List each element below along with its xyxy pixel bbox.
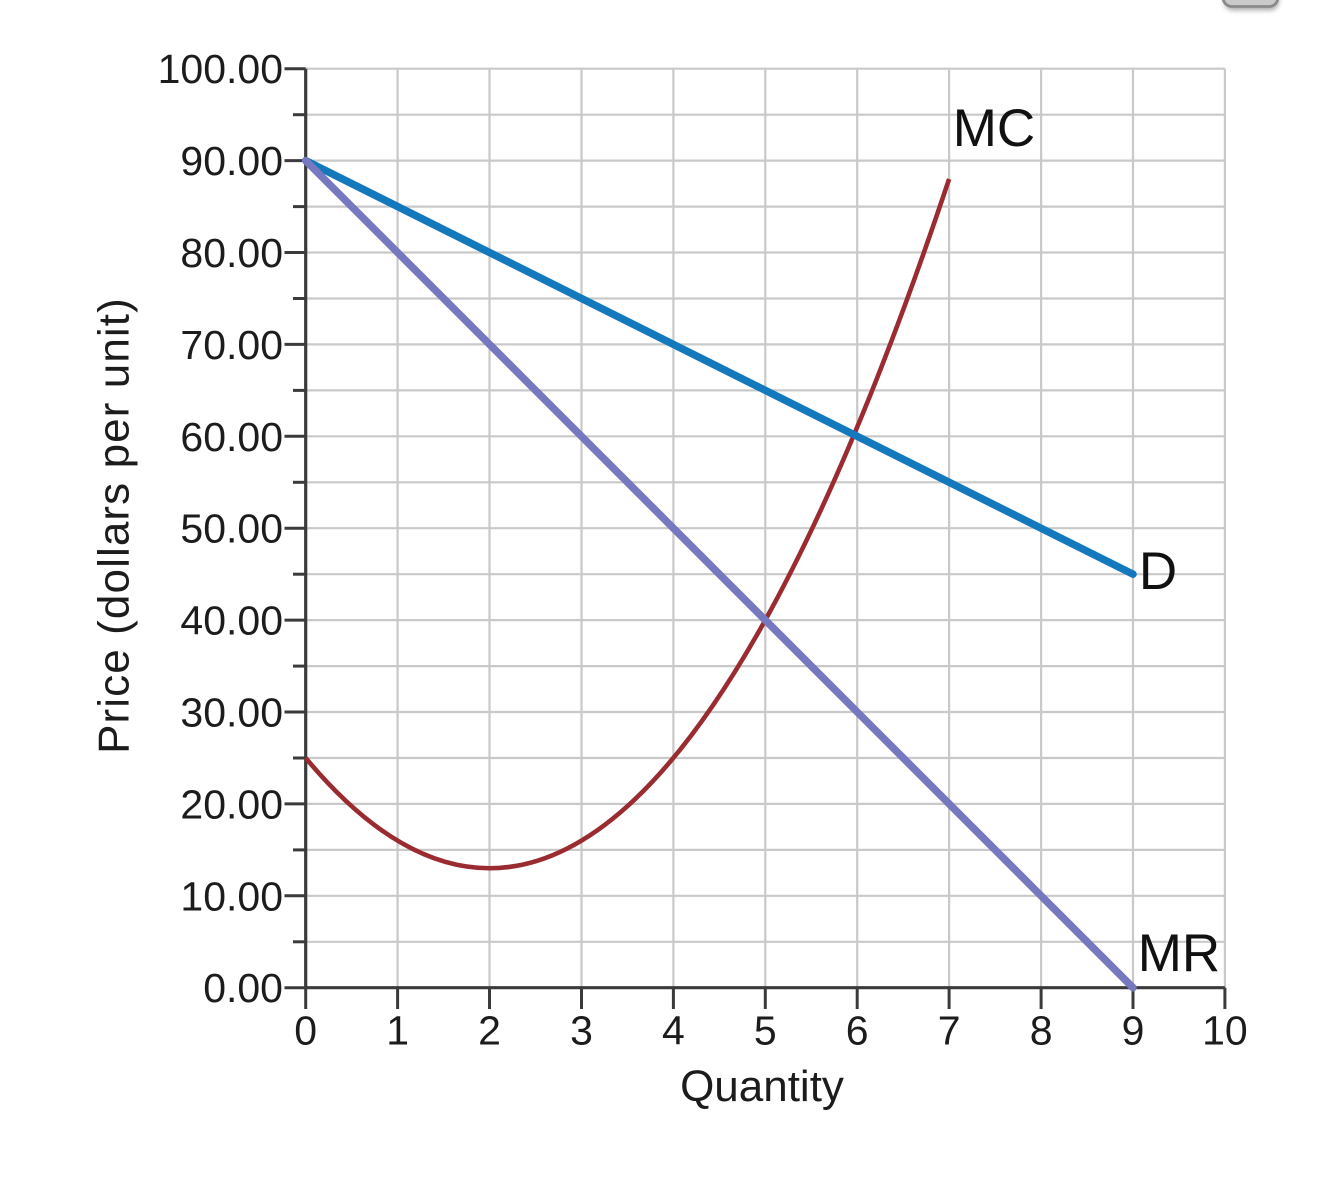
- svg-text:Price (dollars per unit): Price (dollars per unit): [90, 297, 139, 754]
- svg-text:Quantity: Quantity: [680, 1062, 844, 1111]
- svg-text:8: 8: [1030, 1008, 1053, 1054]
- svg-text:9: 9: [1122, 1008, 1145, 1054]
- svg-text:5: 5: [754, 1008, 777, 1054]
- svg-text:50.00: 50.00: [180, 506, 283, 552]
- svg-text:70.00: 70.00: [180, 322, 283, 368]
- svg-text:30.00: 30.00: [180, 690, 283, 736]
- svg-text:10: 10: [1202, 1008, 1248, 1054]
- svg-text:100.00: 100.00: [158, 46, 283, 92]
- svg-text:60.00: 60.00: [180, 414, 283, 460]
- svg-text:1: 1: [386, 1008, 409, 1054]
- svg-text:40.00: 40.00: [180, 598, 283, 644]
- svg-text:10.00: 10.00: [180, 873, 283, 919]
- svg-text:80.00: 80.00: [180, 230, 283, 276]
- svg-text:MR: MR: [1138, 924, 1220, 983]
- svg-text:7: 7: [938, 1008, 961, 1054]
- svg-text:0: 0: [294, 1008, 317, 1054]
- svg-text:2: 2: [478, 1008, 501, 1054]
- svg-text:20.00: 20.00: [180, 781, 283, 827]
- svg-text:D: D: [1139, 542, 1177, 601]
- svg-text:0.00: 0.00: [203, 965, 283, 1011]
- svg-text:90.00: 90.00: [180, 138, 283, 184]
- svg-text:6: 6: [846, 1008, 869, 1054]
- svg-text:MC: MC: [953, 99, 1035, 158]
- svg-text:4: 4: [662, 1008, 685, 1054]
- svg-text:3: 3: [570, 1008, 593, 1054]
